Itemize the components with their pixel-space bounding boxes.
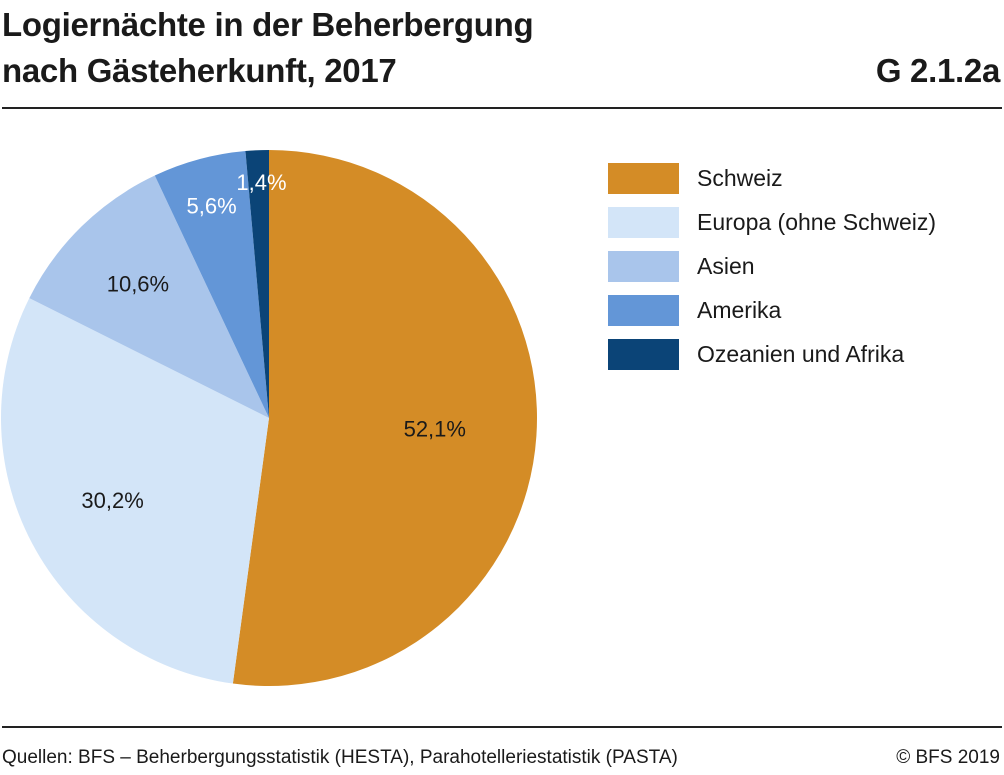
legend-label: Schweiz [697, 165, 783, 191]
figure-number: G 2.1.2a [875, 52, 1000, 89]
pie-label-amerika: 5,6% [187, 193, 237, 218]
pie-slice-ozeanien-und-afrika [245, 150, 269, 418]
legend-item-ozeanien-und-afrika: Ozeanien und Afrika [608, 336, 998, 380]
legend-item-schweiz: Schweiz [608, 160, 998, 204]
pie-label-ozeanien-und-afrika: 1,4% [236, 170, 286, 195]
legend-swatch [608, 251, 679, 282]
pie-slice-europa-ohne-schweiz [0, 298, 270, 684]
legend-label: Amerika [697, 297, 782, 323]
legend-item-europa-ohne-schweiz: Europa (ohne Schweiz) [608, 204, 998, 248]
pie-slice-schweiz [232, 150, 538, 686]
header-divider [2, 107, 1002, 109]
legend-swatch [608, 207, 679, 238]
legend-swatch [608, 339, 679, 370]
pie-label-europa-ohne-schweiz: 30,2% [81, 488, 143, 513]
legend-label: Asien [697, 253, 755, 279]
footer-divider [2, 726, 1002, 728]
pie-label-schweiz: 52,1% [404, 417, 466, 442]
legend-swatch [608, 295, 679, 326]
source-note: Quellen: BFS – Beherbergungsstatistik (H… [2, 747, 678, 768]
legend-label: Europa (ohne Schweiz) [697, 209, 937, 235]
legend-swatch [608, 163, 679, 194]
chart-title-line-1: Logiernächte in der Beherbergung [2, 6, 534, 43]
legend-item-asien: Asien [608, 248, 998, 292]
legend: Schweiz Europa (ohne Schweiz) Asien Amerika… [608, 160, 998, 380]
pie-slice-asien [29, 175, 269, 418]
copyright-note: © BFS 2019 [896, 747, 1000, 768]
legend-item-amerika: Amerika [608, 292, 998, 336]
legend-label: Ozeanien und Afrika [697, 341, 905, 367]
pie-label-asien: 10,6% [107, 271, 169, 296]
chart-title-line-2: nach Gästeherkunft, 2017 [2, 52, 397, 89]
pie-slice-amerika [154, 151, 269, 418]
chart-title: Logiernächte in der Beherbergung nach Gä… [2, 2, 762, 94]
